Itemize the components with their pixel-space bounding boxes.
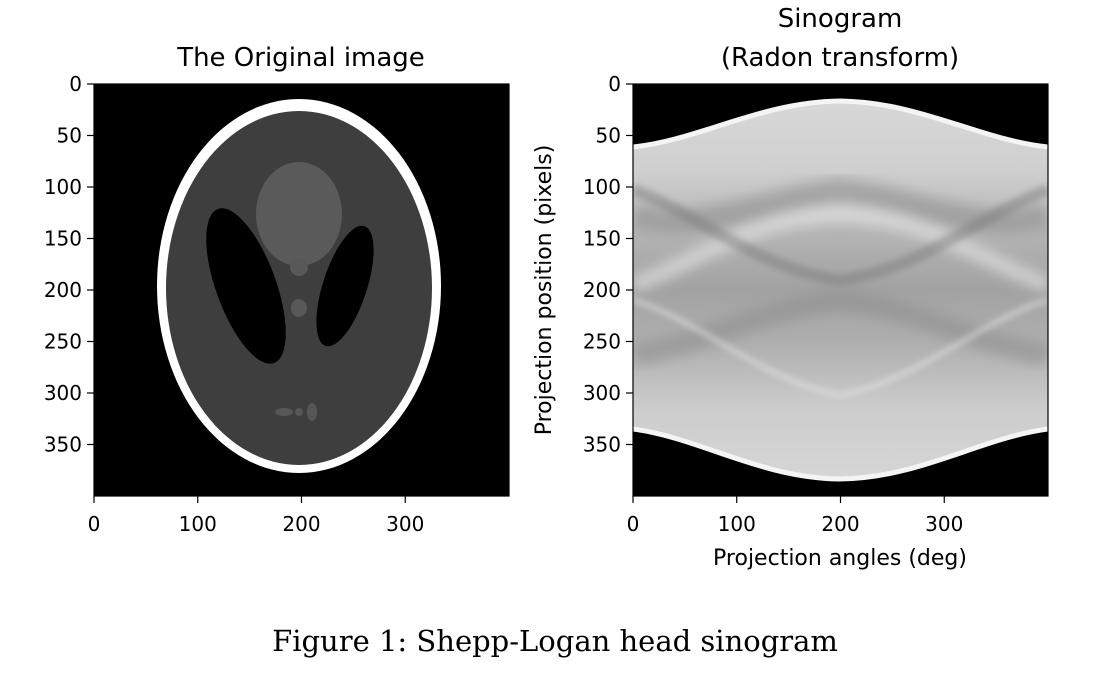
left-y-tick-label-0: 0 (69, 72, 82, 96)
phantom-small-disc-4 (295, 408, 303, 416)
phantom-brain (166, 111, 432, 465)
sinogram-panel: Sinogram (Radon transform) 0 50 100 150 200 2… (532, 4, 1049, 571)
right-y-tick-label-300: 300 (583, 381, 621, 405)
original-image-panel: The Original image 0 50 100 150 200 250 300 350… (44, 43, 510, 536)
phantom-upper-ellipse (256, 162, 342, 266)
left-y-tick-label-100: 100 (44, 175, 82, 199)
left-y-tick-label-150: 150 (44, 227, 82, 251)
right-x-tick-label-300: 300 (925, 512, 963, 536)
right-y-tick-label-50: 50 (596, 124, 621, 148)
sinogram-image (633, 84, 1048, 496)
left-x-tick-label-100: 100 (179, 512, 217, 536)
right-x-tick-label-100: 100 (718, 512, 756, 536)
right-chart-title-line-2: (Radon transform) (721, 43, 959, 73)
left-x-tick-label-200: 200 (282, 512, 320, 536)
right-x-axis: 0 100 200 300 (627, 496, 963, 536)
phantom-small-disc-5 (307, 403, 317, 421)
right-x-axis-label: Projection angles (deg) (713, 546, 967, 571)
right-y-tick-label-100: 100 (583, 175, 621, 199)
right-y-tick-label-250: 250 (583, 330, 621, 354)
left-y-tick-label-300: 300 (44, 381, 82, 405)
left-y-tick-label-200: 200 (44, 278, 82, 302)
right-y-tick-label-350: 350 (583, 433, 621, 457)
left-x-axis: 0 100 200 300 (88, 496, 424, 536)
left-chart-title: The Original image (176, 43, 425, 73)
right-x-tick-label-200: 200 (821, 512, 859, 536)
left-x-tick-label-300: 300 (386, 512, 424, 536)
left-y-tick-label-350: 350 (44, 433, 82, 457)
right-chart-title-line-1: Sinogram (778, 4, 903, 34)
right-y-tick-label-150: 150 (583, 227, 621, 251)
phantom-small-disc-3 (275, 408, 293, 416)
phantom-small-disc-1 (290, 258, 308, 276)
phantom-image (94, 84, 509, 496)
left-y-axis: 0 50 100 150 200 250 300 350 (44, 72, 94, 457)
left-x-tick-label-0: 0 (88, 512, 101, 536)
phantom-small-disc-2 (291, 299, 307, 317)
phantom-left-ventricle (206, 208, 286, 364)
right-y-tick-label-0: 0 (608, 72, 621, 96)
right-y-axis-label: Projection position (pixels) (532, 145, 557, 436)
right-y-axis: 0 50 100 150 200 250 300 350 (583, 72, 633, 457)
left-y-tick-label-250: 250 (44, 330, 82, 354)
figure-canvas: The Original image 0 50 100 150 200 250 300 350… (44, 4, 1049, 571)
right-x-tick-label-0: 0 (627, 512, 640, 536)
phantom-right-ventricle (316, 225, 374, 347)
left-y-tick-label-50: 50 (57, 124, 82, 148)
right-y-tick-label-200: 200 (583, 278, 621, 302)
figure-caption: Figure 1: Shepp-Logan head sinogram (272, 624, 838, 658)
